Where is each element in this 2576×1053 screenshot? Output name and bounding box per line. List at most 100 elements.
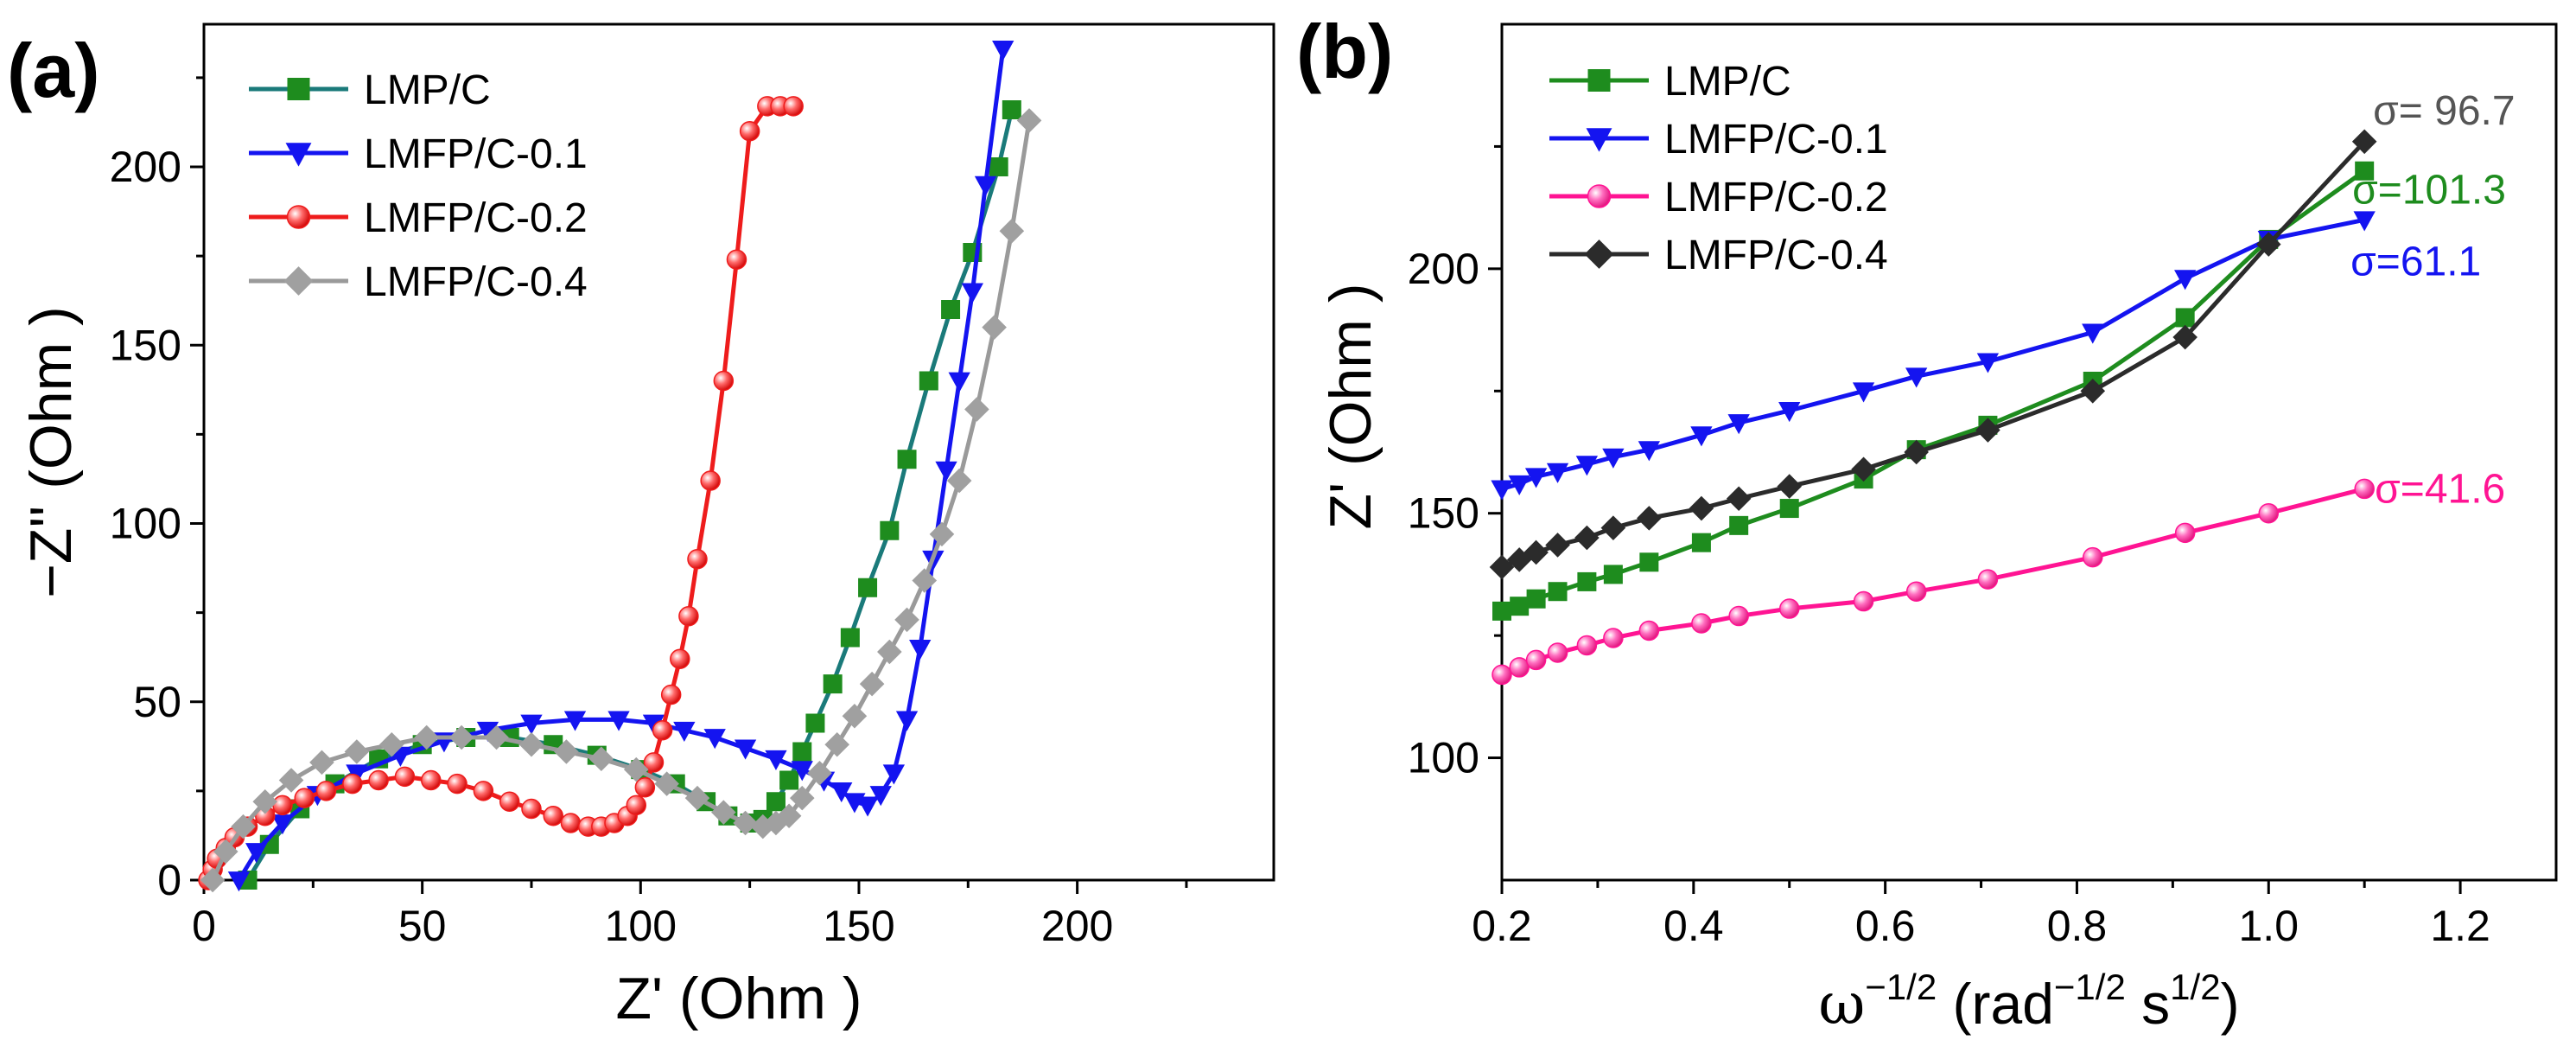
data-point xyxy=(342,773,363,795)
data-point xyxy=(1510,597,1530,616)
data-point xyxy=(447,773,467,795)
data-point xyxy=(623,756,649,782)
legend-label-lmfp-c-0-2: LMFP/C-0.2 xyxy=(1664,175,1888,220)
data-point xyxy=(882,764,906,785)
panel-a-y-axis-title: −Z'' (Ohm ) xyxy=(18,306,84,598)
panel-a-y-tick-label: 100 xyxy=(110,500,181,548)
data-point xyxy=(750,814,776,839)
data-point xyxy=(776,803,802,829)
data-point xyxy=(989,157,1008,176)
data-point xyxy=(476,721,499,742)
data-point xyxy=(2174,270,2197,290)
x-label-close: ) xyxy=(2221,972,2240,1036)
data-point xyxy=(703,729,726,750)
data-point xyxy=(739,121,760,142)
data-point xyxy=(1574,525,1600,551)
legend-item-lmp-c: LMP/C xyxy=(1549,59,1791,105)
data-point xyxy=(473,781,494,801)
series-line-lmfp-c-0-4 xyxy=(210,119,1032,882)
legend-label-lmp-c: LMP/C xyxy=(1664,59,1791,105)
panel-b-x-tick-label: 0.2 xyxy=(1472,902,1532,950)
x-label-rad: (rad xyxy=(1937,972,2054,1036)
panel-b-x-tick-label: 0.4 xyxy=(1663,902,1724,950)
data-point xyxy=(1523,539,1549,565)
legend-marker xyxy=(1586,128,1612,152)
data-point xyxy=(670,648,690,669)
data-point xyxy=(271,814,294,835)
data-point xyxy=(245,843,268,864)
data-point xyxy=(1851,456,1876,482)
panel-b-frame xyxy=(1500,22,2558,882)
data-point xyxy=(830,782,853,803)
panel-a-x-tick-label: 50 xyxy=(398,902,447,950)
data-point xyxy=(1002,100,1021,119)
data-point xyxy=(779,770,799,790)
data-point xyxy=(643,752,665,773)
data-point xyxy=(713,370,735,392)
series-lmp-c xyxy=(1492,161,2375,621)
panel-a-legend: LMP/C LMFP/C-0.1 LMFP/C-0.2 LMFP/C-0.4 xyxy=(249,67,588,305)
data-point xyxy=(982,315,1007,340)
panel-b-x-tick-label: 0.6 xyxy=(1855,902,1916,950)
data-point xyxy=(2175,308,2195,328)
panel-b-legend: LMP/C LMFP/C-0.1 LMFP/C-0.2 LMFP/C-0.4 xyxy=(1549,59,1888,278)
data-point xyxy=(414,724,440,750)
data-point xyxy=(1779,499,1799,519)
sigma-annotation-lmfp-c-0-1: σ=61.1 xyxy=(2350,239,2481,284)
data-point xyxy=(1491,480,1513,501)
series-line-lmfp-c-0-2 xyxy=(1501,487,2365,677)
data-point xyxy=(1524,468,1548,488)
data-point xyxy=(1545,533,1570,558)
legend-marker xyxy=(1584,239,1614,269)
data-point xyxy=(200,867,226,893)
data-point xyxy=(941,300,961,319)
data-point xyxy=(1905,367,1928,388)
data-point xyxy=(1492,664,1512,686)
data-point xyxy=(880,520,900,540)
data-point xyxy=(1603,565,1623,584)
panel-b-x-tick-label: 0.8 xyxy=(2047,902,2108,950)
x-exponent-2: −1/2 xyxy=(2054,967,2126,1007)
data-point xyxy=(2174,522,2196,544)
panel-b-y-tick-label: 200 xyxy=(1408,245,1479,293)
legend-label-lmfp-c-0-4: LMFP/C-0.4 xyxy=(364,259,588,305)
data-point xyxy=(1489,554,1515,580)
data-point xyxy=(792,742,812,762)
data-point xyxy=(687,549,708,570)
data-point xyxy=(1602,448,1625,469)
data-point xyxy=(946,468,972,494)
panel-b-ticks: 0.2 0.4 0.6 0.8 1.0 1.2 100 150 200 xyxy=(1408,144,2490,950)
series-lmfp-c-0-2 xyxy=(1492,478,2375,686)
series-lmfp-c-0-2 xyxy=(198,96,804,890)
data-point xyxy=(315,781,337,801)
data-point xyxy=(726,249,747,270)
data-point xyxy=(227,871,251,892)
data-point xyxy=(791,761,813,782)
data-point xyxy=(842,703,868,729)
data-point xyxy=(1547,642,1568,663)
data-point xyxy=(448,724,474,750)
panel-b-y-tick-label: 150 xyxy=(1408,489,1479,538)
data-point xyxy=(1726,486,1752,512)
data-point xyxy=(869,786,892,807)
data-point xyxy=(789,785,815,811)
data-point xyxy=(877,639,902,665)
data-point xyxy=(1729,515,1749,535)
panel-a-y-tick-label: 200 xyxy=(110,143,181,191)
data-point xyxy=(2354,478,2375,500)
panel-a-x-tick-label: 200 xyxy=(1041,902,1113,950)
data-point xyxy=(823,674,843,694)
data-point xyxy=(964,397,989,422)
sigma-annotation-lmfp-c-0-4: σ= 96.7 xyxy=(2373,88,2515,134)
panel-b-annotations: σ=101.3 σ=61.1 σ=41.6 σ= 96.7 xyxy=(2350,88,2515,513)
panel-b-x-tick-label: 1.2 xyxy=(2430,902,2490,950)
data-point xyxy=(231,814,256,839)
data-point xyxy=(807,760,832,786)
panel-b-label: (b) xyxy=(1296,9,1393,94)
panel-b-y-tick-label: 100 xyxy=(1408,734,1479,782)
legend-marker xyxy=(285,143,312,167)
data-point xyxy=(1975,418,2000,443)
data-point xyxy=(919,371,938,391)
data-point xyxy=(309,750,334,775)
sigma-annotation-lmp-c: σ=101.3 xyxy=(2352,168,2506,214)
